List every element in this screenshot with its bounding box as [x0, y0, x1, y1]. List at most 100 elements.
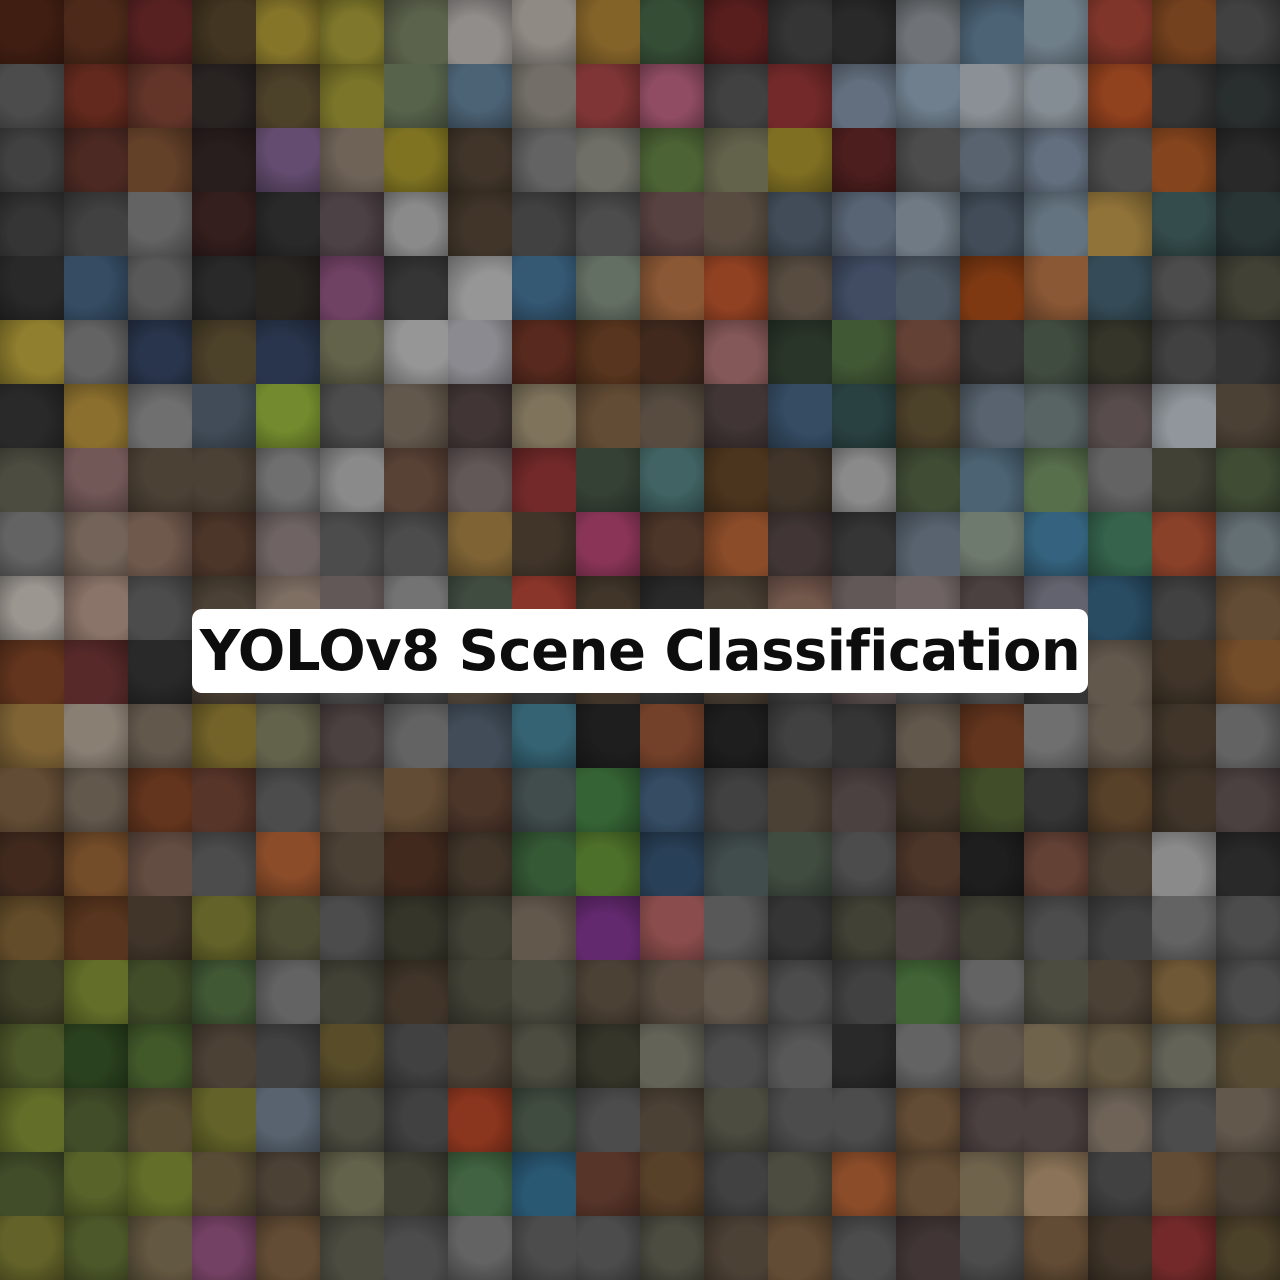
mosaic-tile: [1152, 1024, 1216, 1088]
mosaic-tile: [1152, 576, 1216, 640]
mosaic-tile: [1024, 0, 1088, 64]
mosaic-tile: [576, 1024, 640, 1088]
mosaic-tile: [768, 1088, 832, 1152]
mosaic-tile: [0, 384, 64, 448]
mosaic-tile: [384, 64, 448, 128]
mosaic-tile: [128, 1152, 192, 1216]
mosaic-tile: [448, 960, 512, 1024]
mosaic-tile: [1152, 1088, 1216, 1152]
mosaic-tile: [320, 0, 384, 64]
mosaic-tile: [576, 1152, 640, 1216]
mosaic-tile: [128, 1216, 192, 1280]
mosaic-tile: [960, 1088, 1024, 1152]
mosaic-tile: [1216, 640, 1280, 704]
mosaic-tile: [128, 0, 192, 64]
mosaic-tile: [64, 256, 128, 320]
mosaic-tile: [0, 512, 64, 576]
mosaic-tile: [640, 1024, 704, 1088]
mosaic-tile: [384, 832, 448, 896]
mosaic-tile: [512, 192, 576, 256]
mosaic-tile: [1024, 960, 1088, 1024]
mosaic-tile: [640, 1152, 704, 1216]
mosaic-tile: [704, 1152, 768, 1216]
mosaic-tile: [1088, 256, 1152, 320]
mosaic-tile: [128, 128, 192, 192]
mosaic-tile: [768, 960, 832, 1024]
mosaic-tile: [384, 128, 448, 192]
mosaic-tile: [64, 128, 128, 192]
mosaic-tile: [0, 832, 64, 896]
mosaic-tile: [0, 896, 64, 960]
mosaic-tile: [1216, 832, 1280, 896]
mosaic-tile: [256, 768, 320, 832]
mosaic-tile: [192, 512, 256, 576]
mosaic-tile: [576, 256, 640, 320]
mosaic-tile: [960, 512, 1024, 576]
mosaic-tile: [1024, 64, 1088, 128]
mosaic-tile: [1216, 1216, 1280, 1280]
mosaic-tile: [256, 192, 320, 256]
mosaic-tile: [64, 896, 128, 960]
mosaic-tile: [1216, 64, 1280, 128]
mosaic-tile: [256, 896, 320, 960]
mosaic-tile: [320, 832, 384, 896]
mosaic-tile: [1088, 704, 1152, 768]
mosaic-tile: [64, 1216, 128, 1280]
mosaic-tile: [448, 64, 512, 128]
mosaic-tile: [192, 384, 256, 448]
mosaic-tile: [64, 768, 128, 832]
mosaic-tile: [640, 384, 704, 448]
mosaic-tile: [768, 896, 832, 960]
mosaic-tile: [1152, 448, 1216, 512]
mosaic-tile: [192, 320, 256, 384]
mosaic-tile: [128, 384, 192, 448]
mosaic-tile: [1088, 64, 1152, 128]
mosaic-tile: [832, 192, 896, 256]
mosaic-tile: [512, 896, 576, 960]
mosaic-tile: [832, 960, 896, 1024]
mosaic-tile: [1024, 832, 1088, 896]
mosaic-tile: [512, 704, 576, 768]
mosaic-tile: [0, 320, 64, 384]
mosaic-tile: [1088, 512, 1152, 576]
mosaic-tile: [256, 0, 320, 64]
mosaic-tile: [128, 448, 192, 512]
mosaic-tile: [576, 64, 640, 128]
mosaic-tile: [1088, 1152, 1152, 1216]
mosaic-tile: [256, 704, 320, 768]
mosaic-tile: [896, 512, 960, 576]
mosaic-tile: [960, 768, 1024, 832]
mosaic-tile: [448, 320, 512, 384]
mosaic-tile: [0, 704, 64, 768]
mosaic-tile: [768, 1024, 832, 1088]
mosaic-tile: [576, 192, 640, 256]
mosaic-tile: [512, 64, 576, 128]
mosaic-tile: [576, 512, 640, 576]
mosaic-tile: [1152, 704, 1216, 768]
mosaic-tile: [256, 512, 320, 576]
mosaic-tile: [1152, 256, 1216, 320]
mosaic-tile: [960, 0, 1024, 64]
mosaic-tile: [0, 192, 64, 256]
mosaic-tile: [384, 704, 448, 768]
mosaic-tile: [1152, 1216, 1216, 1280]
mosaic-tile: [0, 576, 64, 640]
mosaic-tile: [64, 64, 128, 128]
mosaic-tile: [448, 1024, 512, 1088]
mosaic-tile: [448, 704, 512, 768]
mosaic-tile: [832, 448, 896, 512]
mosaic-tile: [512, 384, 576, 448]
mosaic-tile: [1024, 384, 1088, 448]
mosaic-tile: [320, 1216, 384, 1280]
mosaic-tile: [512, 128, 576, 192]
mosaic-tile: [128, 640, 192, 704]
mosaic-tile: [832, 1152, 896, 1216]
mosaic-tile: [896, 768, 960, 832]
mosaic-tile: [384, 1088, 448, 1152]
mosaic-tile: [384, 768, 448, 832]
mosaic-tile: [512, 1024, 576, 1088]
mosaic-tile: [384, 384, 448, 448]
mosaic-tile: [832, 896, 896, 960]
mosaic-tile: [704, 1088, 768, 1152]
mosaic-tile: [1152, 960, 1216, 1024]
